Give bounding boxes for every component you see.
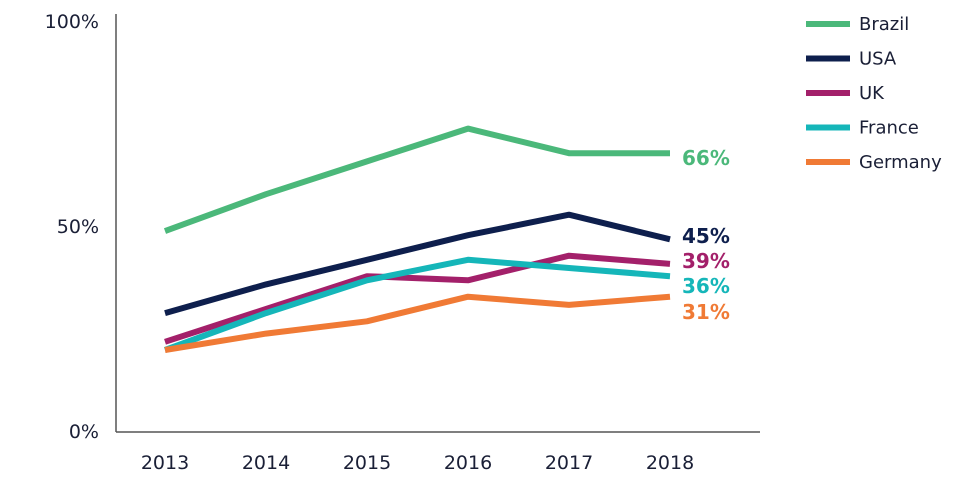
legend-label: France (859, 118, 919, 139)
legend-item-france: France (806, 118, 919, 139)
x-tick-label: 2016 (444, 452, 492, 474)
end-label-uk: 39% (682, 249, 730, 273)
series-lines (163, 125, 671, 353)
y-tick-label: 100% (45, 11, 99, 33)
y-tick-label: 0% (69, 421, 99, 443)
legend-label: Germany (859, 152, 942, 173)
end-labels: 66% 45%39%36%31% (682, 146, 730, 324)
series-line-france (163, 256, 671, 353)
legend-label: Brazil (859, 14, 909, 35)
x-tick-label: 2018 (646, 452, 694, 474)
end-label-france: 36% (682, 274, 730, 298)
legend-item-brazil: Brazil (806, 14, 909, 35)
y-tick-label: 50% (57, 216, 99, 238)
x-tick-label: 2017 (545, 452, 593, 474)
x-tick-labels: 2013 2014 2015 2016 2017 2018 (141, 452, 694, 474)
series-line-uk (164, 252, 671, 345)
end-label-germany: 31% (682, 300, 730, 324)
series-line-usa (164, 211, 671, 316)
legend-item-usa: USA (806, 49, 897, 70)
x-tick-label: 2013 (141, 452, 189, 474)
x-tick-label: 2014 (242, 452, 290, 474)
legend-item-uk: UK (806, 83, 885, 104)
axes (115, 14, 760, 433)
y-tick-labels: 0% 50% 100% (45, 11, 99, 443)
end-label-usa: 45% (682, 224, 730, 248)
end-label-brazil: 66% (682, 146, 730, 170)
legend-item-germany: Germany (806, 152, 942, 173)
legend: Brazil USA UK France Germany (806, 14, 942, 173)
legend-label: UK (859, 83, 885, 104)
series-line-germany (164, 293, 671, 353)
legend-label: USA (859, 49, 897, 70)
series-line-brazil (163, 125, 670, 234)
x-tick-label: 2015 (343, 452, 391, 474)
